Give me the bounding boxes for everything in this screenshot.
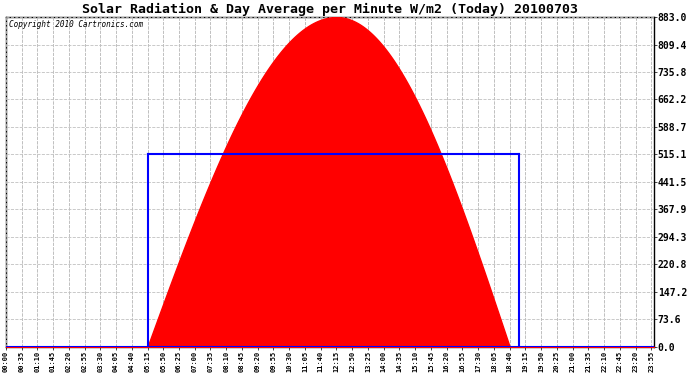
Title: Solar Radiation & Day Average per Minute W/m2 (Today) 20100703: Solar Radiation & Day Average per Minute… (81, 3, 578, 16)
Text: Copyright 2010 Cartronics.com: Copyright 2010 Cartronics.com (9, 20, 143, 29)
